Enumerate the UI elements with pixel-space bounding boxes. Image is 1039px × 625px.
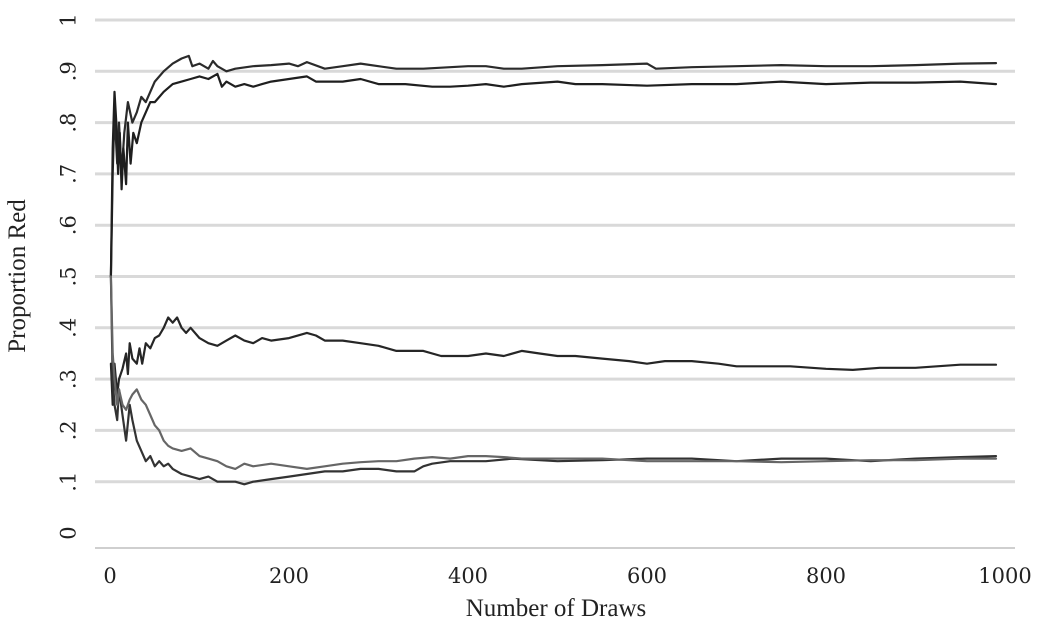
series-line-2 (109, 72, 998, 278)
x-tick-label: 0 (103, 564, 116, 588)
y-tick-label: .5 (56, 266, 80, 286)
series-lines (109, 54, 998, 486)
y-tick-label: .1 (56, 472, 80, 492)
series-line-5 (109, 275, 998, 470)
x-tick-label: 200 (269, 564, 309, 588)
y-axis-tick-labels: 0 .1 .2 .3 .4 .5 .6 .7 .8 .9 1 (56, 13, 80, 539)
series-line-1 (109, 54, 998, 278)
series-line-3 (109, 316, 998, 406)
x-tick-label: 400 (448, 564, 488, 588)
y-tick-label: 1 (56, 13, 80, 26)
x-tick-label: 600 (627, 564, 667, 588)
y-axis-title: Proportion Red (4, 199, 31, 353)
gridlines (95, 18, 1015, 549)
y-tick-label: .7 (56, 164, 80, 184)
y-tick-label: .6 (56, 215, 80, 235)
x-axis-tick-labels: 0 200 400 600 800 1000 (103, 564, 1031, 588)
y-tick-label: .3 (56, 369, 80, 389)
y-tick-label: .2 (56, 420, 80, 440)
x-tick-label: 800 (806, 564, 846, 588)
y-tick-label: 0 (56, 526, 80, 539)
x-tick-label: 1000 (978, 564, 1031, 588)
y-tick-label: .4 (56, 318, 80, 338)
y-tick-label: .9 (56, 61, 80, 81)
x-axis-title: Number of Draws (466, 595, 647, 622)
y-tick-label: .8 (56, 113, 80, 133)
